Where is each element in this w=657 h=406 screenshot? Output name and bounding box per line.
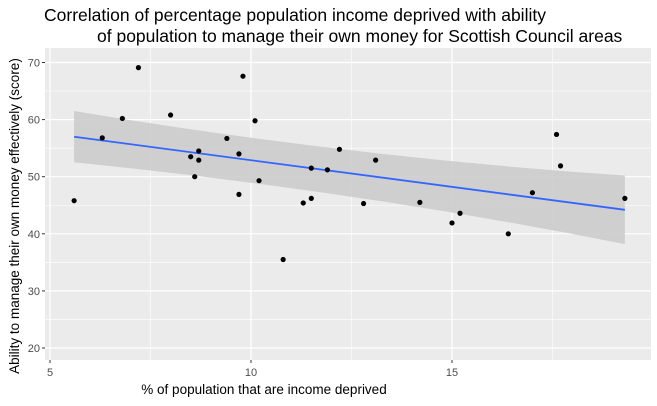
data-point [71,198,77,204]
data-point [252,118,258,124]
y-tick-label: 20 [28,343,40,355]
data-point [192,174,198,180]
data-point [505,231,511,237]
y-tick-label: 30 [28,286,40,298]
data-point [256,178,262,184]
data-point [280,256,286,263]
data-point [119,115,125,122]
trend-line [74,135,625,211]
data-point [188,154,194,160]
data-point [99,135,105,141]
y-tick-label: 40 [28,229,40,241]
data-point [135,65,142,71]
y-tick-label: 50 [28,172,40,184]
y-axis-ticks: 20 30 40 50 60 70 [28,58,45,355]
data-point [236,191,242,198]
y-tick-label: 70 [28,58,40,70]
data-point [622,195,628,201]
data-point [553,131,560,138]
x-tick-label: 5 [47,367,53,379]
data-point [324,167,330,173]
data-point [529,190,536,196]
data-point [457,210,463,216]
data-point [373,157,379,163]
data-point [308,165,314,171]
data-point [336,146,343,152]
data-point [168,112,174,118]
title-line-2: of population to manage their own money … [97,26,623,46]
x-tick-label: 10 [245,367,257,379]
x-tick-label: 15 [446,367,458,379]
y-axis-label: Ability to manage their own money effect… [7,58,22,374]
data-point [240,73,246,79]
x-axis-label: % of population that are income deprived [141,382,386,397]
data-point [449,220,455,226]
data-point [196,157,202,163]
confidence-band [74,111,625,245]
y-tick-label: 60 [28,115,40,127]
data-point [360,200,367,207]
data-points [71,65,628,263]
data-point [417,199,423,205]
data-point [300,200,306,206]
data-point [236,151,242,157]
data-point [224,135,230,142]
x-axis-ticks: 5 10 15 [47,360,458,379]
data-point [196,148,202,154]
data-point [308,195,314,201]
title-line-1: Correlation of percentage population inc… [44,5,546,25]
data-point [557,163,564,169]
